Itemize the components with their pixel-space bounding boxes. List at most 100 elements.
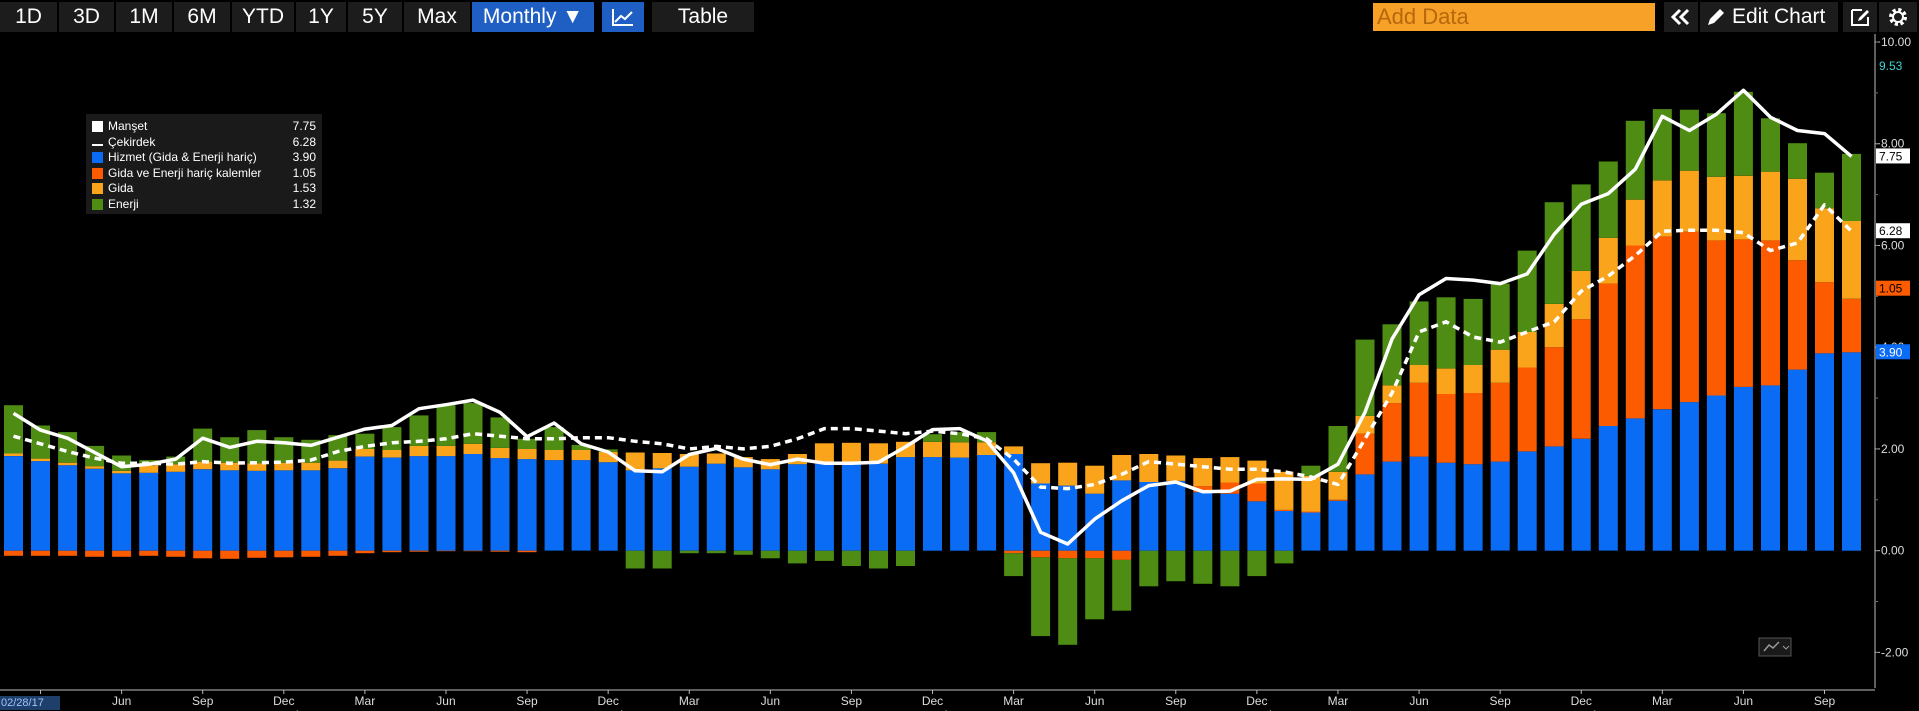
bar-segment-1-53	[1437, 394, 1456, 463]
x-tick-label-10: Sep	[841, 694, 863, 708]
bar-segment-1-41	[1112, 551, 1131, 560]
bar-segment-1-48	[1301, 512, 1320, 513]
bar-segment-1-60	[1626, 246, 1645, 419]
bar-segment-0-0	[4, 456, 23, 551]
bar-segment-2-66	[1788, 179, 1807, 260]
bar-segment-0-17	[464, 454, 483, 551]
bar-segment-1-39	[1058, 551, 1077, 559]
bar-segment-2-15	[410, 446, 429, 456]
bar-segment-3-68	[1842, 154, 1861, 221]
bar-segment-2-61	[1653, 180, 1672, 236]
x-tick-label-1: Jun	[112, 694, 131, 708]
edit-chart-label: Edit Chart	[1732, 2, 1825, 32]
bar-segment-0-58	[1572, 439, 1591, 551]
bar-segment-0-6	[166, 472, 185, 551]
bar-segment-3-17	[464, 403, 483, 444]
bar-segment-1-51	[1383, 403, 1402, 462]
bar-segment-2-43	[1166, 456, 1185, 481]
bar-segment-2-67	[1815, 208, 1834, 282]
bar-segment-2-64	[1734, 176, 1753, 240]
bar-segment-2-13	[355, 449, 374, 457]
bar-segment-2-55	[1491, 350, 1510, 383]
x-tick-label-20: Mar	[1652, 694, 1673, 708]
legend-label: Enerji	[108, 197, 139, 212]
value-tag-3: 1.05	[1879, 282, 1903, 296]
bar-segment-0-18	[491, 458, 510, 551]
x-tick-label-3: Dec	[273, 694, 294, 708]
bar-segment-0-51	[1383, 462, 1402, 551]
legend-entry-2: Hizmet (Gida & Enerji hariç) 3.90	[92, 150, 316, 165]
bar-segment-2-0	[4, 454, 23, 457]
add-data-input[interactable]: Add Data	[1373, 3, 1655, 31]
x-tick-label-4: Mar	[355, 694, 376, 708]
bar-segment-3-38	[1031, 557, 1050, 636]
legend-label: Manşet	[108, 119, 147, 134]
range-5y-button[interactable]: 5Y	[348, 2, 402, 32]
edit-chart-button[interactable]: Edit Chart	[1700, 2, 1838, 32]
bar-segment-0-57	[1545, 446, 1564, 550]
bar-segment-1-68	[1842, 299, 1861, 352]
bar-segment-0-35	[950, 458, 969, 551]
bar-segment-3-46	[1247, 551, 1266, 576]
table-button[interactable]: Table	[652, 2, 754, 32]
bar-segment-2-48	[1301, 476, 1320, 512]
range-1d-button[interactable]: 1D	[0, 2, 57, 32]
range-max-button[interactable]: Max	[404, 2, 470, 32]
bar-segment-2-44	[1193, 458, 1212, 486]
bar-segment-0-13	[355, 457, 374, 551]
bar-segment-0-11	[301, 470, 320, 550]
bar-segment-2-53	[1437, 369, 1456, 394]
bar-segment-0-64	[1734, 387, 1753, 551]
bar-segment-0-25	[680, 467, 699, 551]
bar-segment-3-26	[707, 551, 726, 554]
bar-segment-2-14	[382, 450, 401, 458]
bar-segment-0-45	[1220, 494, 1239, 551]
range-6m-button[interactable]: 6M	[174, 2, 230, 32]
bar-segment-0-33	[896, 457, 915, 551]
x-tick-label-7: Dec	[597, 694, 618, 708]
range-1y-button[interactable]: 1Y	[296, 2, 346, 32]
bar-segment-0-19	[518, 459, 537, 551]
range-1m-button[interactable]: 1M	[116, 2, 172, 32]
x-tick-label-11: Dec	[922, 694, 943, 708]
bar-segment-0-22	[599, 462, 618, 551]
bar-segment-3-31	[842, 551, 861, 566]
collapse-button[interactable]	[1664, 2, 1698, 32]
x-tick-label-12: Mar	[1003, 694, 1024, 708]
legend-swatch	[92, 152, 103, 163]
range-3d-button[interactable]: 3D	[59, 2, 114, 32]
bar-segment-3-23	[626, 551, 645, 569]
bar-segment-2-20	[545, 450, 564, 460]
bar-segment-0-49	[1329, 501, 1348, 551]
range-ytd-button[interactable]: YTD	[232, 2, 294, 32]
frequency-dropdown[interactable]: Monthly ▼	[472, 2, 594, 32]
bar-segment-1-55	[1491, 383, 1510, 462]
bar-segment-1-63	[1707, 240, 1726, 395]
bar-segment-3-37	[1004, 553, 1023, 576]
bar-segment-2-1	[31, 459, 50, 462]
bar-segment-2-34	[923, 442, 942, 457]
settings-button[interactable]	[1879, 2, 1917, 32]
bar-segment-2-40	[1085, 466, 1104, 494]
annotate-button[interactable]	[1843, 2, 1877, 32]
bar-segment-0-24	[653, 468, 672, 550]
bar-segment-2-62	[1680, 171, 1699, 232]
bar-segment-0-65	[1761, 385, 1780, 550]
bar-segment-0-29	[788, 464, 807, 551]
legend-entry-4: Gida 1.53	[92, 181, 316, 196]
bar-segment-1-6	[166, 551, 185, 557]
bar-segment-1-14	[382, 551, 401, 553]
bar-segment-0-60	[1626, 418, 1645, 550]
bar-segment-1-38	[1031, 551, 1050, 558]
bar-segment-1-3	[85, 551, 104, 557]
bar-segment-3-58	[1572, 184, 1591, 271]
bar-segment-2-12	[328, 461, 347, 469]
bar-segment-1-61	[1653, 236, 1672, 409]
line-chart-button[interactable]	[602, 2, 644, 32]
bar-segment-0-10	[274, 470, 293, 550]
bar-segment-3-18	[491, 417, 510, 448]
bar-segment-0-5	[139, 473, 158, 551]
bar-segment-0-63	[1707, 396, 1726, 551]
bar-segment-0-1	[31, 461, 50, 550]
bar-segment-2-11	[301, 463, 320, 471]
